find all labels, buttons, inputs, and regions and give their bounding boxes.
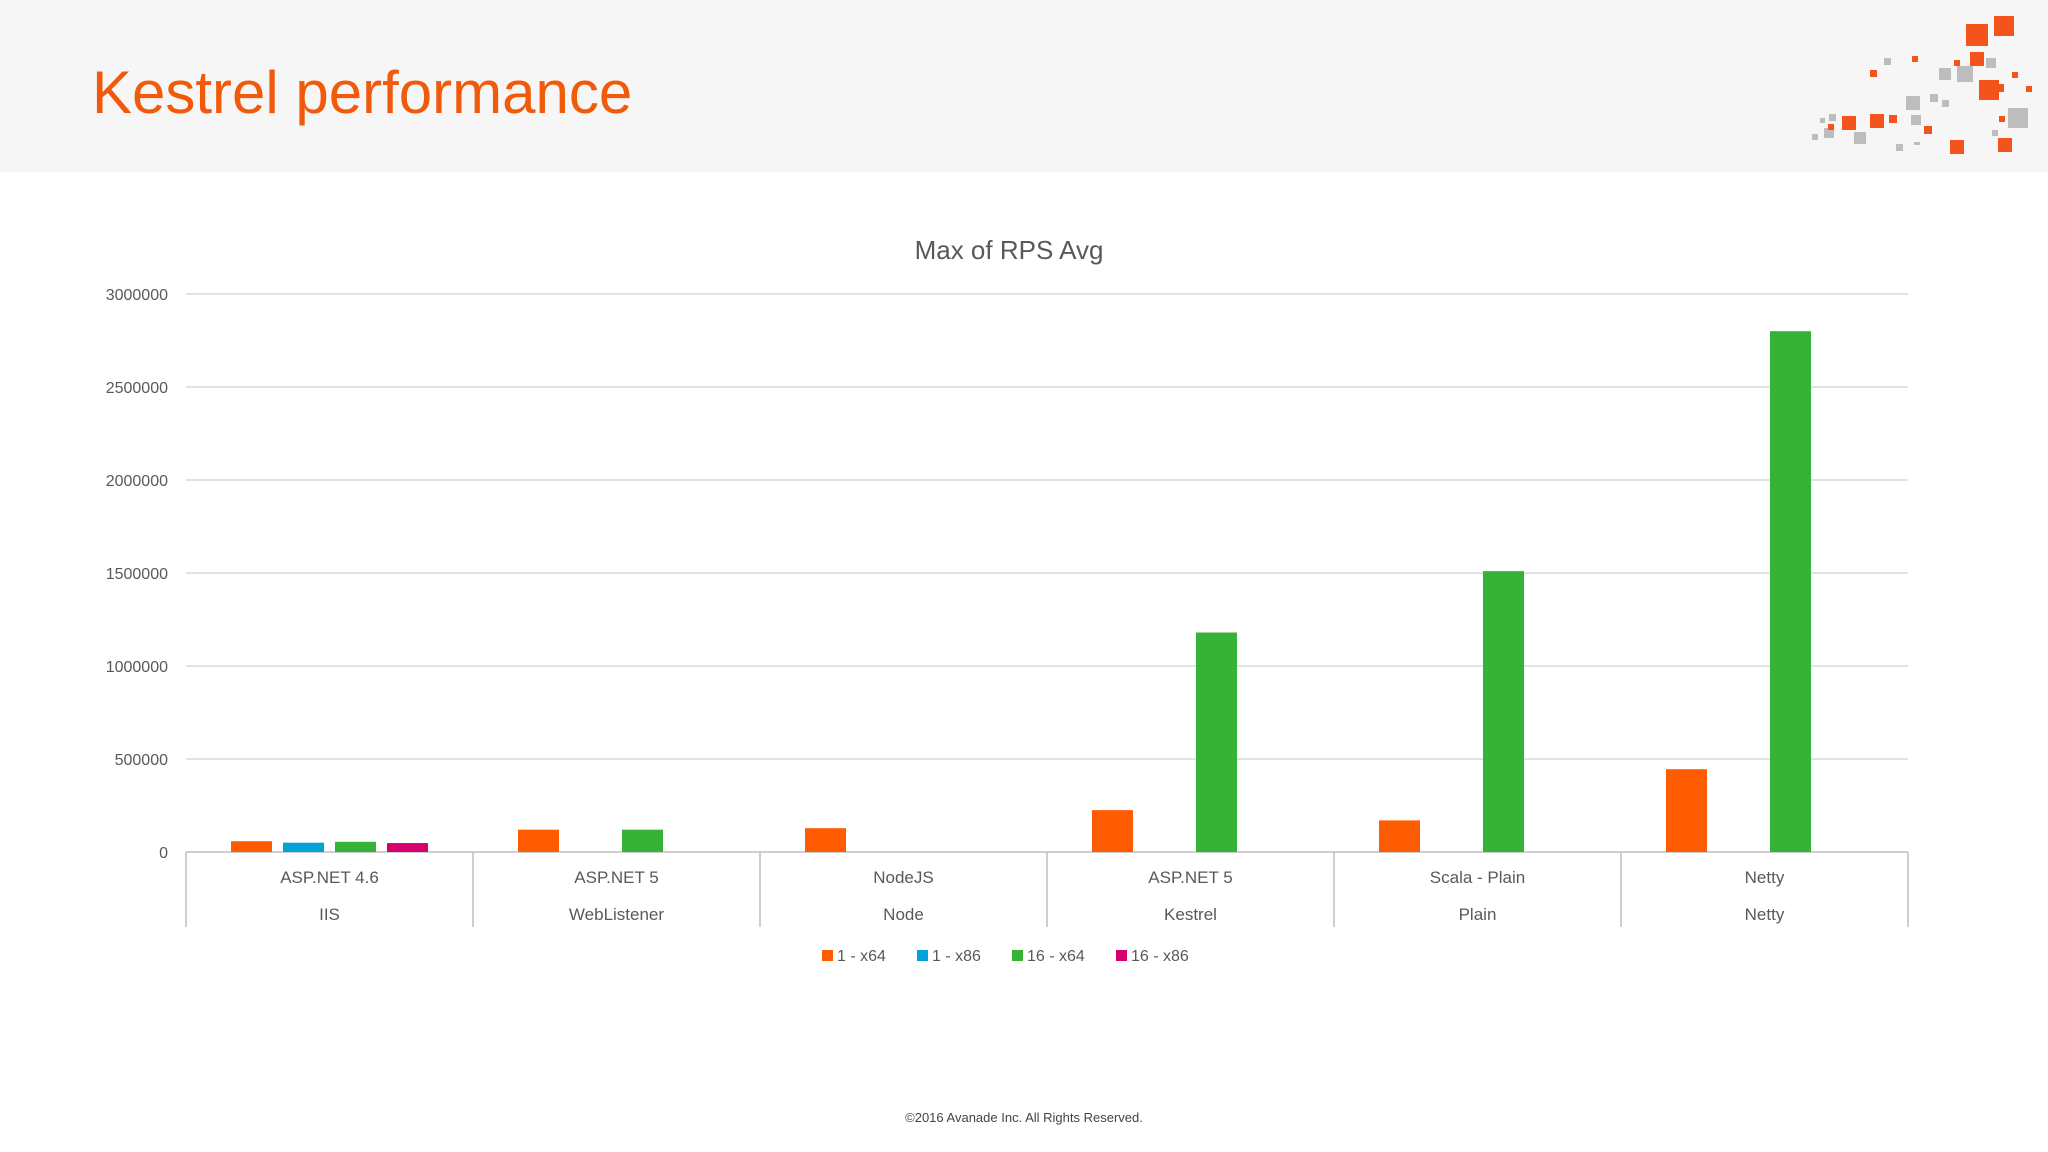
y-tick-label: 0 — [159, 845, 168, 862]
x-category-label: Netty — [1745, 868, 1785, 887]
x-group-label: IIS — [319, 905, 340, 924]
bar-1-x64 — [1379, 820, 1420, 852]
legend-swatch — [917, 950, 928, 961]
bar-16-x86 — [387, 843, 428, 852]
legend-swatch — [1012, 950, 1023, 961]
bar-1-x64 — [1666, 769, 1707, 852]
x-category-label: ASP.NET 5 — [574, 868, 658, 887]
copyright-footer: ©2016 Avanade Inc. All Rights Reserved. — [905, 1110, 1143, 1125]
legend-label: 1 - x64 — [837, 948, 886, 965]
x-category-label: ASP.NET 4.6 — [280, 868, 379, 887]
bar-16-x64 — [1483, 571, 1524, 852]
legend-label: 16 - x86 — [1131, 948, 1189, 965]
bar-16-x64 — [622, 829, 663, 852]
bar-16-x64 — [1770, 331, 1811, 852]
legend-label: 1 - x86 — [932, 948, 981, 965]
x-group-label: Plain — [1459, 905, 1497, 924]
y-tick-label: 1000000 — [106, 659, 168, 676]
x-category-label: ASP.NET 5 — [1148, 868, 1232, 887]
x-group-label: Node — [883, 905, 924, 924]
bar-chart: Max of RPS Avg 0 500000 1000000 1500000 20000… — [106, 235, 1909, 965]
bar-1-x64 — [518, 829, 559, 852]
legend-swatch — [1116, 950, 1127, 961]
bar-1-x64 — [231, 841, 272, 852]
chart-title: Max of RPS Avg — [915, 235, 1104, 265]
bar-1-x86 — [283, 842, 324, 852]
y-tick-label: 2500000 — [106, 380, 168, 397]
x-group-label: Kestrel — [1164, 905, 1217, 924]
y-tick-label: 1500000 — [106, 566, 168, 583]
bar-16-x64 — [1196, 632, 1237, 852]
bar-1-x64 — [1092, 810, 1133, 852]
slide-title: Kestrel performance — [92, 59, 633, 126]
y-tick-label: 500000 — [115, 752, 168, 769]
bar-16-x64 — [335, 841, 376, 852]
legend-label: 16 - x64 — [1027, 948, 1085, 965]
slide-header: Kestrel performance — [0, 0, 2048, 172]
y-tick-label: 3000000 — [106, 287, 168, 304]
x-group-label: Netty — [1745, 905, 1785, 924]
brand-logo-mosaic — [1812, 16, 2032, 154]
x-category-label: NodeJS — [873, 868, 933, 887]
y-tick-label: 2000000 — [106, 473, 168, 490]
x-group-label: WebListener — [569, 905, 664, 924]
x-category-label: Scala - Plain — [1430, 868, 1525, 887]
bar-1-x64 — [805, 828, 846, 852]
legend-swatch — [822, 950, 833, 961]
